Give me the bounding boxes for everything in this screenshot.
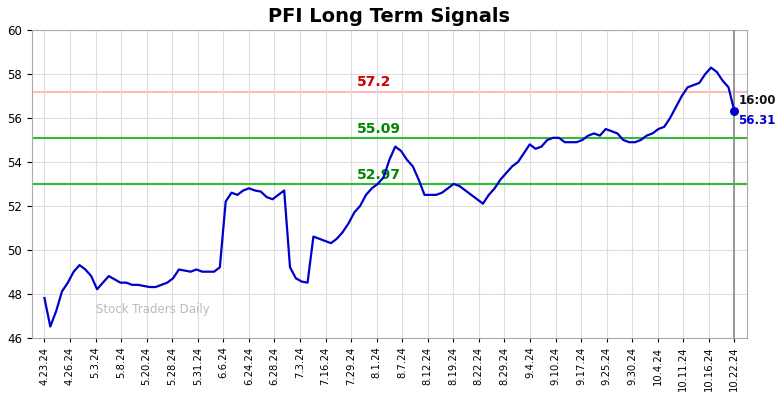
Text: 57.2: 57.2 — [358, 75, 391, 89]
Text: Stock Traders Daily: Stock Traders Daily — [96, 303, 210, 316]
Text: 16:00: 16:00 — [739, 94, 775, 107]
Point — [728, 108, 741, 115]
Text: 55.09: 55.09 — [358, 122, 401, 136]
Text: 56.31: 56.31 — [739, 113, 775, 127]
Text: 52.97: 52.97 — [358, 168, 401, 182]
Title: PFI Long Term Signals: PFI Long Term Signals — [268, 7, 510, 26]
